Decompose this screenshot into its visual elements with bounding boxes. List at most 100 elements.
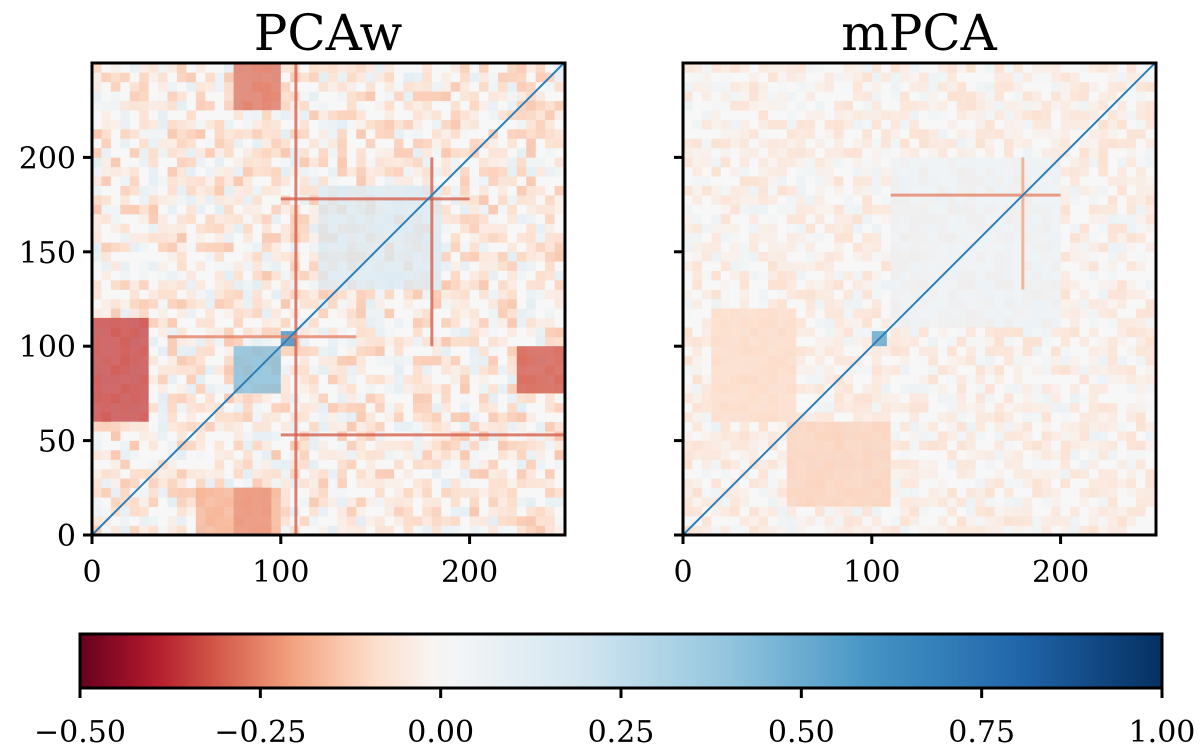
heatmap-cell xyxy=(526,119,536,130)
heatmap-cell xyxy=(720,185,731,196)
heatmap-cell xyxy=(739,195,750,205)
heatmap-cell xyxy=(890,110,901,120)
heatmap-cell xyxy=(375,336,385,347)
heatmap-cell xyxy=(356,506,367,517)
heatmap-cell xyxy=(375,110,385,120)
heatmap-cell xyxy=(516,195,527,205)
heatmap-cell xyxy=(909,355,920,366)
heatmap-cell xyxy=(450,204,461,215)
heatmap-cell xyxy=(224,289,234,300)
heatmap-cell xyxy=(683,195,693,205)
heatmap-cell xyxy=(720,280,731,290)
heatmap-cell xyxy=(224,412,234,423)
heatmap-cell xyxy=(526,138,536,149)
heatmap-cell xyxy=(852,185,863,196)
heatmap-cell xyxy=(909,147,920,158)
heatmap-cell xyxy=(909,506,920,517)
heatmap-cell xyxy=(545,110,555,120)
heatmap-cell xyxy=(261,232,272,243)
heatmap-cell xyxy=(701,317,712,328)
heatmap-cell xyxy=(749,72,759,83)
heatmap-cell xyxy=(692,506,703,517)
heatmap-cell xyxy=(1032,383,1043,394)
heatmap-cell xyxy=(919,487,929,498)
heatmap-cell xyxy=(975,459,986,470)
heatmap-cell xyxy=(824,393,835,404)
heatmap-cell xyxy=(1003,72,1014,83)
heatmap-cell xyxy=(767,110,778,120)
heatmap-cell xyxy=(148,327,159,338)
heatmap-cell xyxy=(535,185,546,196)
heatmap-cell xyxy=(469,383,480,394)
heatmap-cell xyxy=(909,468,920,479)
heatmap-cell xyxy=(786,516,797,526)
heatmap-cell xyxy=(101,289,112,300)
heatmap-cell xyxy=(441,261,452,271)
heatmap-cell xyxy=(224,72,234,83)
heatmap-cell xyxy=(767,478,778,489)
heatmap-cell xyxy=(947,497,958,507)
heatmap-cell xyxy=(928,393,939,404)
heatmap-cell xyxy=(909,327,920,338)
heatmap-cell xyxy=(469,185,480,196)
heatmap-cell xyxy=(890,506,901,517)
heatmap-cell xyxy=(1107,261,1118,271)
heatmap-cell xyxy=(815,525,825,536)
heatmap-cell xyxy=(479,402,489,413)
heatmap-cell xyxy=(919,402,929,413)
heatmap-cell xyxy=(422,138,433,149)
heatmap-cell xyxy=(1088,355,1099,366)
heatmap-cell xyxy=(739,185,750,196)
heatmap-cell xyxy=(92,478,102,489)
heatmap-cell xyxy=(985,355,995,366)
heatmap-cell xyxy=(1098,299,1109,309)
heatmap-cell xyxy=(110,195,121,205)
heatmap-cell xyxy=(843,232,854,243)
heatmap-cell xyxy=(252,421,263,432)
heatmap-cell xyxy=(488,346,499,356)
heatmap-cell xyxy=(683,516,693,526)
heatmap-cell xyxy=(271,270,282,281)
heatmap-cell xyxy=(450,516,461,526)
heatmap-cell xyxy=(815,138,825,149)
heatmap-cell xyxy=(890,119,901,130)
heatmap-cell xyxy=(328,487,338,498)
heatmap-cell xyxy=(824,336,835,347)
heatmap-cell xyxy=(1136,204,1146,215)
heatmap-cell xyxy=(488,242,499,253)
heatmap-cell xyxy=(758,299,769,309)
heatmap-cell xyxy=(479,487,489,498)
heatmap-cell xyxy=(318,119,329,130)
heatmap-cell xyxy=(214,72,225,83)
heatmap-cell xyxy=(796,91,807,102)
heatmap-cell xyxy=(422,402,433,413)
heatmap-cell xyxy=(545,214,555,224)
heatmap-cell xyxy=(158,242,168,253)
heatmap-cell xyxy=(186,157,197,168)
heatmap-cell xyxy=(214,459,225,470)
heatmap-cell xyxy=(271,195,282,205)
heatmap-cell xyxy=(431,147,442,158)
heatmap-cell xyxy=(318,478,329,489)
heatmap-cell xyxy=(328,81,338,92)
heatmap-cell xyxy=(1088,383,1099,394)
heatmap-cell xyxy=(720,421,731,432)
heatmap-cell xyxy=(937,72,948,83)
heatmap-cell xyxy=(966,365,976,375)
heatmap-cell xyxy=(403,299,414,309)
heatmap-cell xyxy=(1098,232,1109,243)
heatmap-cell xyxy=(167,129,178,139)
heatmap-cell xyxy=(110,299,121,309)
heatmap-cell xyxy=(394,459,404,470)
heatmap-cell xyxy=(1051,506,1061,517)
heatmap-cell xyxy=(1136,402,1146,413)
heatmap-cell xyxy=(412,516,423,526)
heatmap-cell xyxy=(720,506,731,517)
heatmap-cell xyxy=(431,487,442,498)
heatmap-cell xyxy=(299,393,310,404)
heatmap-cell xyxy=(881,223,891,234)
heatmap-cell xyxy=(460,459,470,470)
heatmap-cell xyxy=(469,336,480,347)
heatmap-cell xyxy=(205,346,216,356)
heatmap-cell xyxy=(412,72,423,83)
